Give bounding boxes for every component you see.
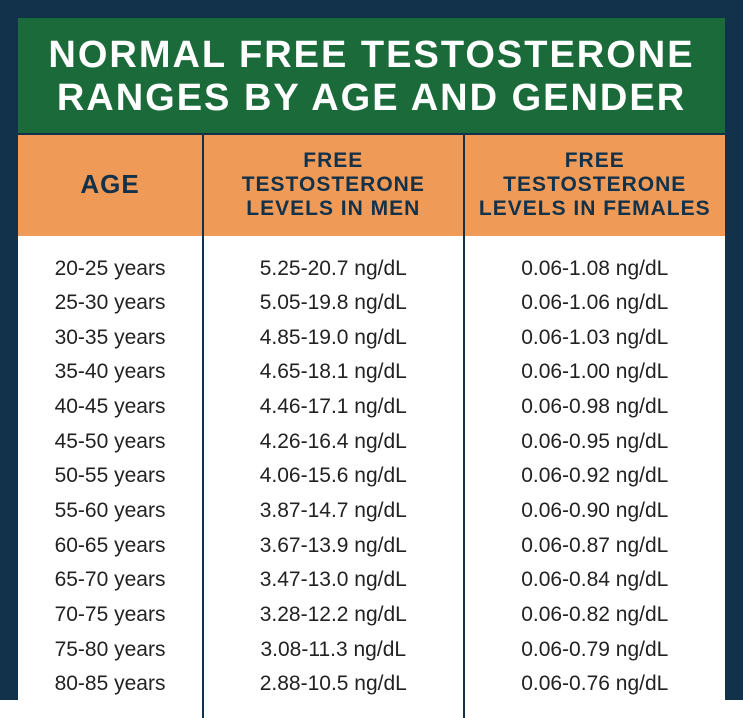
- testosterone-table: AGE FREE TESTOSTERONE LEVELS IN MEN FREE…: [18, 135, 725, 718]
- table-cell-age: 50-55 years: [18, 459, 202, 494]
- column-header-females: FREE TESTOSTERONE LEVELS IN FEMALES: [465, 135, 725, 235]
- table-cell-females: 0.06-0.95 ng/dL: [465, 425, 725, 460]
- table-column-age: 20-25 years25-30 years30-35 years35-40 y…: [18, 236, 204, 718]
- table-body: 20-25 years25-30 years30-35 years35-40 y…: [18, 236, 725, 718]
- table-cell-age: 25-30 years: [18, 286, 202, 321]
- table-cell-men: 3.87-14.7 ng/dL: [204, 494, 462, 529]
- table-cell-men: 4.06-15.6 ng/dL: [204, 459, 462, 494]
- table-cell-females: 0.06-0.87 ng/dL: [465, 529, 725, 564]
- table-cell-females: 0.06-1.03 ng/dL: [465, 321, 725, 356]
- table-column-females: 0.06-1.08 ng/dL0.06-1.06 ng/dL0.06-1.03 …: [465, 236, 725, 718]
- table-cell-females: 0.06-0.90 ng/dL: [465, 494, 725, 529]
- table-cell-men: 5.05-19.8 ng/dL: [204, 286, 462, 321]
- table-cell-age: 30-35 years: [18, 321, 202, 356]
- table-cell-females: 0.06-0.84 ng/dL: [465, 563, 725, 598]
- table-cell-men: 4.65-18.1 ng/dL: [204, 355, 462, 390]
- table-cell-men: 4.85-19.0 ng/dL: [204, 321, 462, 356]
- table-cell-females: 0.06-0.76 ng/dL: [465, 667, 725, 702]
- column-header-age: AGE: [18, 135, 204, 235]
- table-cell-females: 0.06-1.06 ng/dL: [465, 286, 725, 321]
- column-header-men: FREE TESTOSTERONE LEVELS IN MEN: [204, 135, 464, 235]
- table-cell-age: 45-50 years: [18, 425, 202, 460]
- title-banner: NORMAL FREE TESTOSTERONE RANGES BY AGE A…: [18, 18, 725, 135]
- table-cell-age: 80-85 years: [18, 667, 202, 702]
- table-cell-females: 0.06-1.00 ng/dL: [465, 355, 725, 390]
- table-cell-age: 20-25 years: [18, 252, 202, 287]
- table-cell-age: 60-65 years: [18, 529, 202, 564]
- page-title: NORMAL FREE TESTOSTERONE RANGES BY AGE A…: [28, 34, 715, 119]
- table-cell-females: 0.06-0.79 ng/dL: [465, 633, 725, 668]
- table-cell-females: 0.06-0.92 ng/dL: [465, 459, 725, 494]
- table-column-men: 5.25-20.7 ng/dL5.05-19.8 ng/dL4.85-19.0 …: [204, 236, 464, 718]
- table-cell-men: 5.25-20.7 ng/dL: [204, 252, 462, 287]
- table-cell-men: 3.08-11.3 ng/dL: [204, 633, 462, 668]
- table-cell-men: 4.26-16.4 ng/dL: [204, 425, 462, 460]
- table-cell-men: 2.88-10.5 ng/dL: [204, 667, 462, 702]
- outer-frame: NORMAL FREE TESTOSTERONE RANGES BY AGE A…: [0, 0, 743, 700]
- table-cell-females: 0.06-1.08 ng/dL: [465, 252, 725, 287]
- table-cell-age: 75-80 years: [18, 633, 202, 668]
- table-header-row: AGE FREE TESTOSTERONE LEVELS IN MEN FREE…: [18, 135, 725, 235]
- table-cell-females: 0.06-0.98 ng/dL: [465, 390, 725, 425]
- table-cell-age: 65-70 years: [18, 563, 202, 598]
- table-cell-men: 3.47-13.0 ng/dL: [204, 563, 462, 598]
- table-cell-age: 40-45 years: [18, 390, 202, 425]
- table-cell-females: 0.06-0.82 ng/dL: [465, 598, 725, 633]
- table-cell-age: 70-75 years: [18, 598, 202, 633]
- table-cell-age: 35-40 years: [18, 355, 202, 390]
- table-cell-men: 4.46-17.1 ng/dL: [204, 390, 462, 425]
- table-cell-men: 3.67-13.9 ng/dL: [204, 529, 462, 564]
- table-cell-men: 3.28-12.2 ng/dL: [204, 598, 462, 633]
- table-cell-age: 55-60 years: [18, 494, 202, 529]
